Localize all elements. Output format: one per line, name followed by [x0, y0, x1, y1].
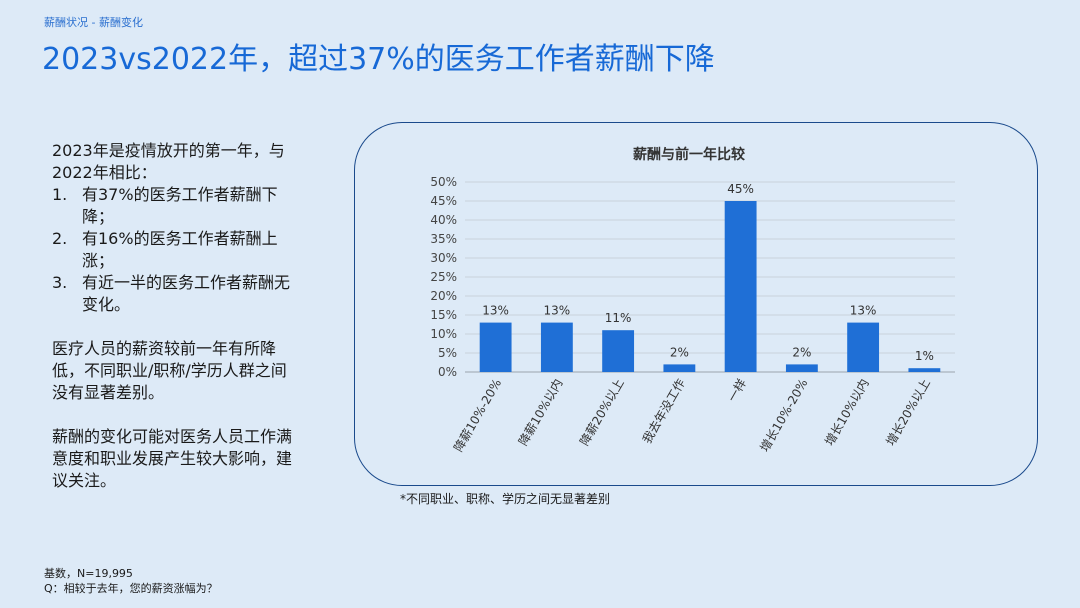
x-tick-label: 增长10%以内 [822, 377, 871, 449]
point-number: 3. [52, 273, 68, 292]
summary-intro: 2023年是疫情放开的第一年，与2022年相比： [52, 141, 285, 182]
bar-value-label: 13% [850, 304, 877, 318]
summary-point: 2. 有16%的医务工作者薪酬上涨； [52, 228, 302, 272]
chart-bars [479, 201, 941, 372]
x-tick-label: 降薪20%以上 [577, 377, 626, 449]
bar [908, 368, 941, 372]
bar-value-label: 45% [727, 182, 754, 196]
bar-value-label: 2% [792, 345, 811, 359]
chart-card: 薪酬与前一年比较 0% 5% 10% 15% 20% 25% 30% 35% 40% 45% 50%… [354, 122, 1038, 486]
x-axis-ticks: 降薪10%-20% 降薪10%以内 降薪20%以上 我去年没工作 一样 增长10%-20%… [451, 376, 933, 454]
bar [847, 322, 880, 372]
bar [602, 330, 635, 372]
y-tick-label: 25% [430, 270, 457, 284]
bar-value-label: 2% [670, 345, 689, 359]
y-tick-label: 15% [430, 308, 457, 322]
summary-list: 1. 有37%的医务工作者薪酬下降； 2. 有16%的医务工作者薪酬上涨； 3. 有近… [52, 184, 302, 316]
y-tick-label: 50% [430, 175, 457, 189]
point-number: 1. [52, 185, 68, 204]
point-text: 有16%的医务工作者薪酬上涨； [82, 229, 278, 270]
data-labels: 13% 13% 11% 2% 45% 2% 13% 1% [482, 182, 934, 363]
chart-title: 薪酬与前一年比较 [633, 146, 745, 163]
y-tick-label: 30% [430, 251, 457, 265]
summary-panel: 2023年是疫情放开的第一年，与2022年相比： 1. 有37%的医务工作者薪酬下… [52, 140, 302, 492]
summary-paragraph-2: 医疗人员的薪资较前一年有所降低，不同职业/职称/学历人群之间没有显著差别。 [52, 339, 287, 402]
y-tick-label: 5% [438, 346, 457, 360]
x-tick-label: 增长10%-20% [758, 377, 811, 455]
y-tick-label: 0% [438, 365, 457, 379]
bar-chart: 薪酬与前一年比较 0% 5% 10% 15% 20% 25% 30% 35% 40% 45% 50%… [430, 146, 955, 454]
breadcrumb: 薪酬状况 - 薪酬变化 [44, 16, 143, 29]
summary-point: 3. 有近一半的医务工作者薪酬无变化。 [52, 272, 302, 316]
sample-base: 基数，N=19,995 [44, 567, 133, 580]
chart-gridlines [465, 181, 955, 373]
chart-footnote: *不同职业、职称、学历之间无显著差别 [400, 492, 611, 506]
y-tick-label: 35% [430, 232, 457, 246]
x-tick-label: 一样 [724, 376, 749, 404]
bar [479, 322, 512, 372]
x-tick-label: 降薪10%以内 [516, 377, 565, 449]
summary-point: 1. 有37%的医务工作者薪酬下降； [52, 184, 302, 228]
y-tick-label: 10% [430, 327, 457, 341]
summary-paragraph-3: 薪酬的变化可能对医务人员工作满意度和职业发展产生较大影响，建议关注。 [52, 427, 293, 490]
x-tick-label: 我去年没工作 [639, 376, 688, 446]
x-tick-label: 降薪10%-20% [451, 377, 504, 455]
bar-value-label: 1% [915, 349, 934, 363]
y-tick-label: 45% [430, 194, 457, 208]
bar [724, 201, 757, 372]
bar [663, 364, 696, 372]
footer-notes: 基数，N=19,995 Q：相较于去年，您的薪资涨幅为？ [44, 566, 218, 596]
point-text: 有37%的医务工作者薪酬下降； [82, 185, 278, 226]
point-text: 有近一半的医务工作者薪酬无变化。 [82, 273, 291, 314]
y-tick-label: 20% [430, 289, 457, 303]
y-tick-label: 40% [430, 213, 457, 227]
bar-value-label: 13% [482, 304, 509, 318]
survey-question: Q：相较于去年，您的薪资涨幅为？ [44, 582, 218, 595]
point-number: 2. [52, 229, 68, 248]
page-title: 2023vs2022年，超过37%的医务工作者薪酬下降 [42, 42, 715, 77]
bar [540, 322, 573, 372]
x-tick-label: 增长20%以上 [884, 377, 933, 449]
bar [785, 364, 818, 372]
y-axis-ticks: 0% 5% 10% 15% 20% 25% 30% 35% 40% 45% 50% [430, 175, 457, 379]
bar-value-label: 11% [605, 311, 632, 325]
bar-value-label: 13% [544, 304, 571, 318]
